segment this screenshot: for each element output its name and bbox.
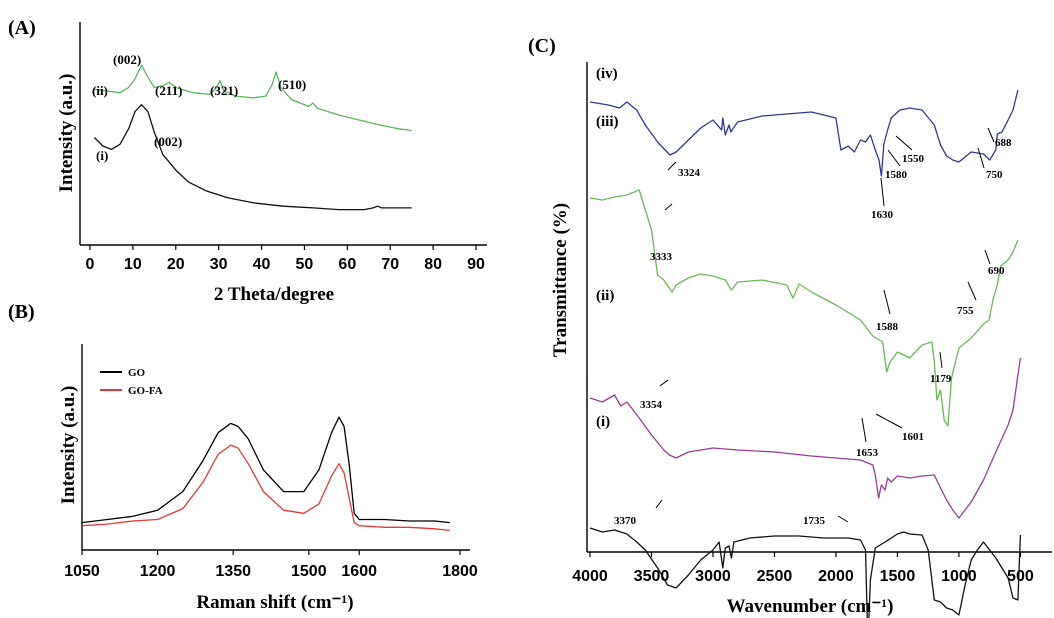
panel-b-legend: GO GO-FA bbox=[100, 367, 163, 397]
panel-b-tick-label: 1800 bbox=[442, 563, 478, 580]
panel-a-series-label-i: (i) bbox=[96, 148, 108, 163]
panel-c-series-label-iii: (iii) bbox=[596, 114, 619, 130]
panel-c-series-line-iii bbox=[589, 189, 1019, 427]
panel-c-peak-1601: 1601 bbox=[902, 431, 924, 443]
panel-a-series-line-ii bbox=[94, 64, 412, 132]
panel-b-label: (B) bbox=[8, 301, 35, 323]
panel-c-tick-label: 2500 bbox=[757, 568, 793, 585]
panel-a-tick-label: 70 bbox=[381, 256, 399, 273]
panel-b-tick-label: 1200 bbox=[140, 563, 176, 580]
panel-c-peak-688: 688 bbox=[995, 137, 1012, 149]
panel-a-tick-label: 60 bbox=[338, 256, 356, 273]
panel-a-tick-label: 80 bbox=[424, 256, 442, 273]
panel-b-tick-label: 1500 bbox=[291, 563, 327, 580]
panel-b-x-ticks: 1050 1200 1350 1500 1600 1800 bbox=[64, 550, 478, 580]
panel-b-series-line-go bbox=[81, 416, 450, 524]
panel-c-x-ticks: 4000 3500 3000 2500 2000 1500 1000 500 bbox=[572, 552, 1034, 585]
panel-c-peak-1179: 1179 bbox=[930, 373, 952, 385]
panel-b-tick-label: 1350 bbox=[215, 563, 251, 580]
panel-b-x-title: Raman shift (cm⁻¹) bbox=[196, 592, 353, 613]
panel-b-tick-label: 1600 bbox=[341, 563, 377, 580]
panel-a-tick-label: 50 bbox=[296, 256, 314, 273]
panel-c-series bbox=[589, 89, 1022, 618]
panel-a-tick-label: 0 bbox=[86, 256, 95, 273]
panel-b: (B) 1050 1200 1350 1500 1600 1800 Raman shift… bbox=[8, 301, 478, 613]
panel-a-annotation-510: (510) bbox=[278, 77, 306, 92]
panel-a-y-title: Intensity (a.u.) bbox=[56, 74, 77, 193]
panel-b-y-title: Intensity (a.u.) bbox=[58, 386, 79, 505]
legend-label-go-fa: GO-FA bbox=[128, 385, 163, 397]
panel-c-peak-3324: 3324 bbox=[678, 167, 701, 179]
legend-label-go: GO bbox=[128, 367, 146, 379]
panel-c-peak-3370: 3370 bbox=[614, 515, 637, 527]
panel-c-series-label-iv: (iv) bbox=[596, 66, 618, 82]
panel-a-annotation-321: (321) bbox=[210, 83, 238, 98]
panel-c-series-line-ii bbox=[589, 357, 1022, 519]
panel-c-label: (C) bbox=[528, 35, 556, 57]
panel-a-tick-label: 30 bbox=[210, 256, 228, 273]
panel-c-peak-690: 690 bbox=[988, 265, 1005, 277]
panel-c-tick-label: 1000 bbox=[941, 568, 977, 585]
panel-c-tick-label: 500 bbox=[1007, 568, 1034, 585]
panel-a-tick-label: 10 bbox=[124, 256, 142, 273]
panel-c-peak-1550: 1550 bbox=[902, 153, 925, 165]
panel-c-tick-label: 1500 bbox=[880, 568, 916, 585]
panel-b-series-line-go-fa bbox=[81, 444, 450, 532]
panel-c-peak-3354: 3354 bbox=[640, 399, 663, 411]
panel-c-tick-label: 3500 bbox=[634, 568, 670, 585]
panel-a-x-title: 2 Theta/degree bbox=[214, 284, 334, 305]
panel-c-peak-leaders bbox=[655, 127, 995, 523]
panel-c-series-line-i bbox=[589, 527, 1022, 618]
panel-c-peak-1735: 1735 bbox=[803, 515, 826, 527]
panel-a: (A) 0 10 20 30 40 50 60 70 80 90 2 Theta/degree I… bbox=[8, 17, 487, 305]
panel-c-series-label-ii: (ii) bbox=[596, 288, 614, 304]
panel-b-series bbox=[81, 416, 450, 532]
panel-c-tick-label: 3000 bbox=[695, 568, 731, 585]
panel-a-series-line-i bbox=[93, 104, 412, 211]
panel-a-x-ticks: 0 10 20 30 40 50 60 70 80 90 bbox=[86, 245, 485, 273]
panel-c-tick-label: 2000 bbox=[818, 568, 854, 585]
panel-c-peak-1653: 1653 bbox=[856, 447, 879, 459]
panel-a-tick-label: 20 bbox=[167, 256, 185, 273]
panel-a-annotation-211: (211) bbox=[155, 83, 182, 98]
panel-c-series-line-iv bbox=[589, 89, 1019, 177]
panel-c-tick-label: 4000 bbox=[572, 568, 608, 585]
panel-c-y-title: Transmittance (%) bbox=[550, 203, 571, 357]
panel-c: (C) 4000 3500 3000 2500 2000 1500 1000 500 Wave… bbox=[528, 35, 1052, 618]
panel-a-tick-label: 40 bbox=[253, 256, 271, 273]
panel-a-series bbox=[93, 64, 412, 211]
panel-a-tick-label: 90 bbox=[467, 256, 485, 273]
panel-c-peak-1580: 1580 bbox=[885, 169, 908, 181]
panel-c-peak-755: 755 bbox=[957, 305, 974, 317]
panel-b-tick-label: 1050 bbox=[64, 563, 100, 580]
panel-a-series-label-ii: (ii) bbox=[92, 83, 108, 98]
panel-a-annotation-002-bottom: (002) bbox=[154, 134, 182, 149]
panel-c-series-label-i: (i) bbox=[596, 414, 610, 430]
panel-c-peak-1630: 1630 bbox=[871, 209, 894, 221]
panel-c-x-title: Wavenumber (cm⁻¹) bbox=[727, 596, 894, 617]
panel-a-annotation-002-top: (002) bbox=[113, 52, 141, 67]
panel-a-label: (A) bbox=[8, 17, 36, 39]
panel-c-peak-3333: 3333 bbox=[650, 251, 673, 263]
panel-c-peak-750: 750 bbox=[986, 169, 1003, 181]
panel-c-peak-1588: 1588 bbox=[876, 321, 899, 333]
